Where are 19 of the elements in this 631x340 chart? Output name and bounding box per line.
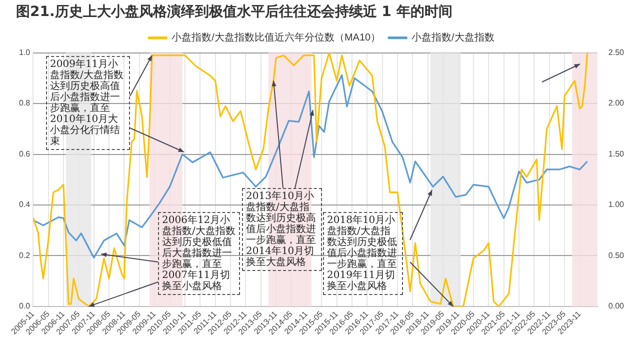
y2-tick-label: 2.50: [608, 48, 625, 58]
annotation: 2009年11月小盘指数/大盘指数达到历史极高值后小盘指数进一步跑赢，直至2010年10月大小盘分化行情结束: [46, 56, 130, 150]
y2-tick-label: 0.00: [608, 302, 625, 311]
y-tick-label: 0.4: [18, 200, 31, 210]
annotation: 2006年12月小盘指数/大盘指数达到历史极低值后大盘指数进一步跑赢，直至2007年11月切换至小盘风格: [158, 212, 240, 295]
legend-label: 小盘指数/大盘指数比值近六年分位数（MA10）: [172, 32, 381, 44]
chart-title: 图21.历史上大小盘风格演绎到极值水平后往往还会持续近 1 年的时间: [16, 3, 452, 20]
annotation: 2013年10月小盘指数/大盘指数达到历史极高值后小盘指数进一步跑赢，直至2014年10月切换至大盘风格: [242, 188, 322, 271]
y-tick-label: 0.6: [18, 149, 31, 158]
y2-tick-label: 1.00: [608, 200, 625, 210]
legend-label: 小盘指数/大盘指数: [412, 32, 494, 44]
y-tick-label: 1.0: [18, 48, 31, 58]
y2-tick-label: 1.50: [608, 149, 625, 158]
y-tick-label: 0.8: [18, 98, 31, 108]
annotation: 2018年10月小盘指数/大盘指数达到历史极低值后小盘指数进一步跑赢，直至2019年11月切换至小盘风格: [323, 212, 403, 295]
y-tick-label: 0.0: [18, 302, 31, 311]
y2-tick-label: 0.50: [608, 250, 625, 260]
y-tick-label: 0.2: [18, 250, 31, 260]
y2-tick-label: 2.00: [608, 98, 625, 108]
